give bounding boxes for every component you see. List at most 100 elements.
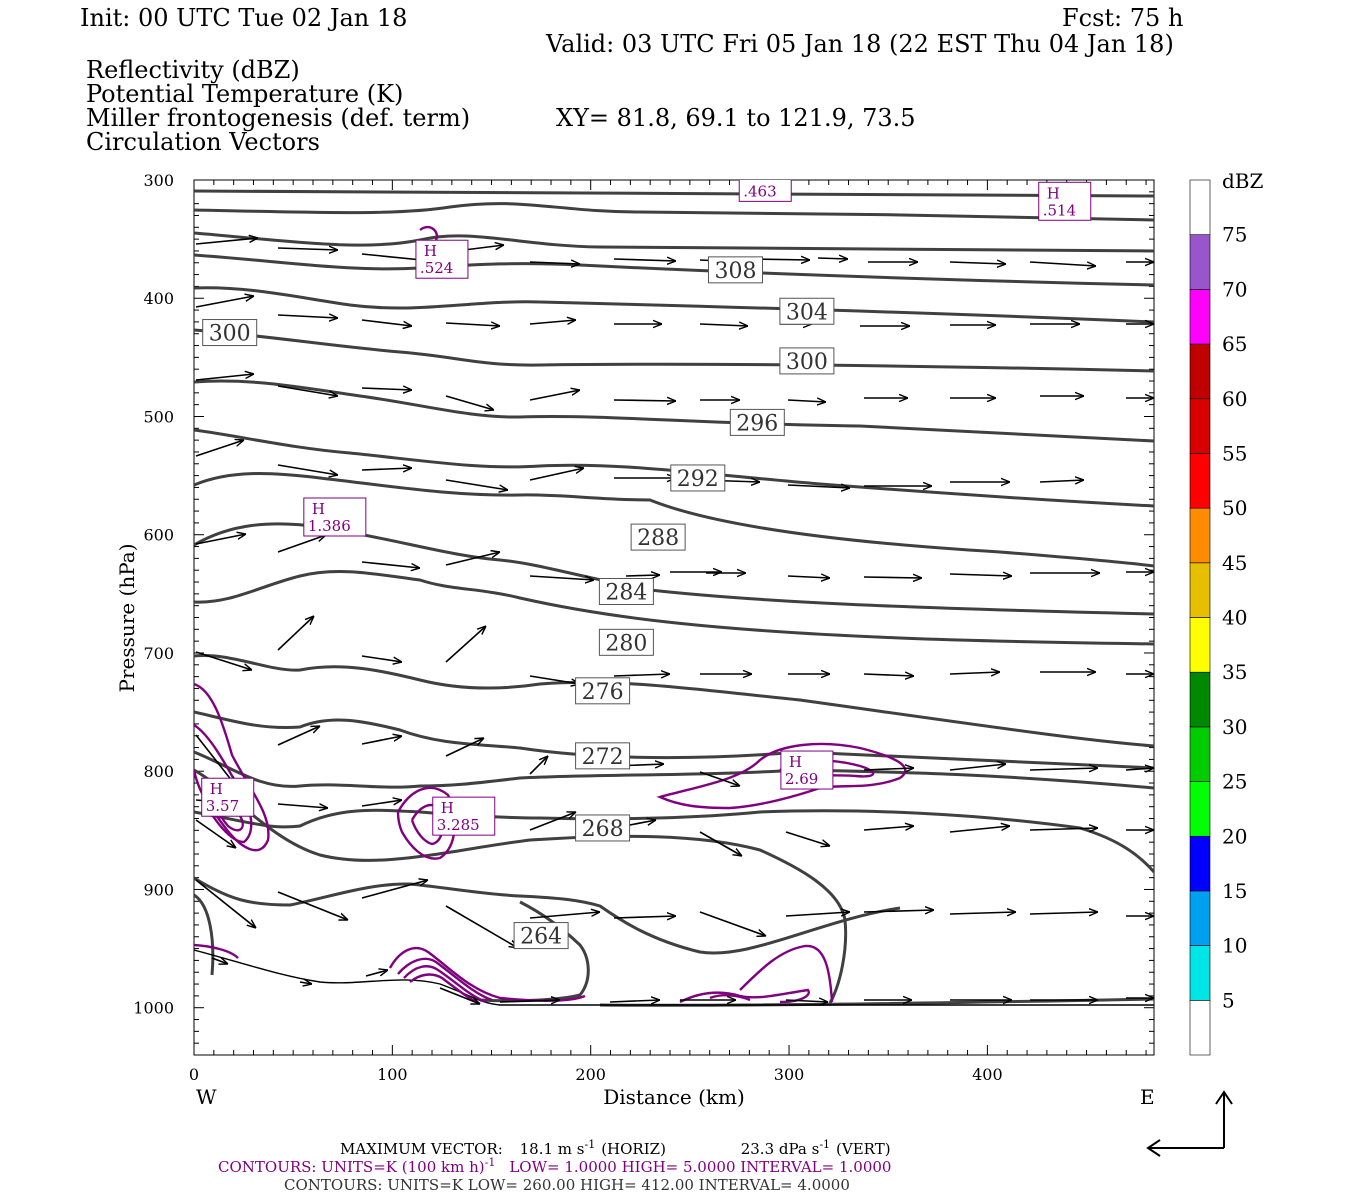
circulation-vector (529, 390, 580, 401)
theta-label: 280 (598, 628, 654, 656)
front-contour-sfc-w (194, 943, 239, 959)
front-contour-range: LOW= 1.0000 HIGH= 5.0000 INTERVAL= 1.000… (509, 1158, 891, 1176)
theta-label: 304 (779, 297, 835, 325)
theta-label: 292 (670, 464, 726, 492)
front-contour-sfc-2 (397, 957, 493, 1002)
frontogenesis-max-symbol: H (210, 780, 223, 798)
x-tick-label: 300 (774, 1065, 805, 1084)
y-tick-label: 800 (143, 762, 174, 781)
header: Init: 00 UTC Tue 02 Jan 18 Fcst: 75 h Va… (80, 4, 1183, 156)
circulation-vector (785, 912, 850, 916)
colorbar-swatch (1189, 234, 1211, 290)
circulation-vector (699, 831, 742, 856)
circulation-vector (277, 248, 338, 250)
x-tick-label: 200 (575, 1065, 606, 1084)
circulation-vector (817, 258, 848, 259)
colorbar-swatch (1189, 890, 1211, 946)
circulation-vector (445, 323, 500, 326)
frontogenesis-max: H.463 (738, 165, 792, 202)
circulation-vector (195, 534, 246, 545)
y-tick-label: 1000 (133, 999, 174, 1018)
theta-contour-312-b (194, 202, 1154, 222)
max-vector-vert-exp: -1 (819, 1138, 830, 1151)
theta-label-box (707, 256, 763, 284)
colorbar-level: 75 (1222, 223, 1247, 247)
frontogenesis-max-symbol: H (312, 500, 325, 518)
y-axis-label: Pressure (hPa) (115, 544, 139, 693)
colorbar-swatch (1189, 835, 1211, 892)
west-label: W (196, 1085, 217, 1109)
variable-reflectivity: Reflectivity (dBZ) (86, 56, 300, 84)
theta-label-box (202, 319, 258, 347)
reference-vector-icon (1146, 1090, 1233, 1157)
circulation-vector (195, 879, 256, 928)
frontogenesis-max-value: .524 (420, 259, 453, 277)
circulation-vector (863, 910, 934, 912)
circulation-vector (195, 374, 254, 381)
max-vector-horiz-unit: (HORIZ) (601, 1140, 666, 1158)
frontogenesis-max-box (303, 497, 367, 537)
colorbar-swatch (1189, 1000, 1211, 1056)
theta-label-text: 268 (582, 817, 624, 842)
theta-label-text: 284 (605, 580, 647, 605)
frontogenesis-max-box (415, 239, 469, 279)
y-tick-label: 300 (143, 171, 174, 190)
colorbar-level: 20 (1222, 824, 1247, 848)
circulation-vector (277, 804, 328, 808)
colorbar-swatch (1189, 671, 1211, 728)
theta-label: 272 (575, 742, 631, 770)
theta-label-text: 276 (582, 680, 624, 705)
front-contour-sfc-5 (679, 988, 810, 1004)
frontogenesis-max: H3.57 (201, 777, 255, 817)
colorbar-title: dBZ (1222, 169, 1264, 193)
max-vector-label: MAXIMUM VECTOR: (340, 1140, 503, 1158)
theta-contour-310 (194, 231, 1154, 253)
colorbar-swatch (1189, 726, 1211, 782)
circulation-vector (785, 831, 830, 846)
theta-label: 284 (598, 577, 654, 605)
frontogenesis-max-value: 3.285 (437, 816, 480, 834)
colorbar-swatch (1189, 781, 1211, 837)
frontogenesis-max-box (1038, 181, 1092, 221)
theta-label: 268 (575, 814, 631, 842)
reflectivity-colorbar: dBZ 5 10 15 20 25 30 35 40 45 50 55 60 65 70 75 (1189, 169, 1264, 1056)
circulation-vector (529, 912, 600, 919)
circulation-vector (195, 238, 258, 245)
cross-section-endpoints: XY= 81.8, 69.1 to 121.9, 73.5 (556, 104, 916, 132)
frontogenesis-max: H3.285 (432, 796, 496, 836)
colorbar-swatch (1189, 289, 1211, 345)
circulation-vector (787, 400, 826, 402)
frontogenesis-max-symbol: H (747, 165, 760, 183)
colorbar-level: 40 (1222, 606, 1247, 630)
frontogenesis-max: H2.69 (780, 750, 834, 790)
circulation-vector (277, 726, 320, 746)
y-tick-label: 400 (143, 289, 174, 308)
colorbar-swatch (1189, 453, 1211, 509)
circulation-vector (277, 535, 326, 553)
circulation-vector (613, 400, 676, 401)
circulation-vector (949, 262, 1006, 264)
theta-label-text: 292 (677, 467, 719, 492)
theta-label-text: 308 (714, 259, 756, 284)
plot-frame (193, 179, 1155, 1056)
colorbar-level: 55 (1222, 441, 1247, 465)
frontogenesis-max-box (738, 180, 792, 202)
colorbar-swatch (1189, 617, 1211, 673)
frontogenesis-max-value: 1.386 (308, 517, 351, 535)
theta-contour-300 (194, 328, 1154, 373)
circulation-vector (609, 1000, 660, 1002)
frontogenesis-max-box (780, 750, 834, 790)
colorbar-swatch (1189, 179, 1211, 235)
circulation-vector (949, 912, 1016, 914)
circulation-vector (277, 464, 338, 475)
circulation-vector (949, 764, 1006, 771)
circulation-vector (1029, 912, 1098, 914)
frontogenesis-max-symbol: H (789, 753, 802, 771)
circulation-vector (699, 771, 740, 786)
theta-label-text: 272 (582, 745, 624, 770)
east-label: E (1140, 1085, 1155, 1109)
circulation-vector (361, 800, 402, 807)
frontogenesis-max-symbol: H (441, 799, 454, 817)
theta-contour-308 (194, 253, 1154, 287)
circulation-vector (445, 395, 494, 410)
